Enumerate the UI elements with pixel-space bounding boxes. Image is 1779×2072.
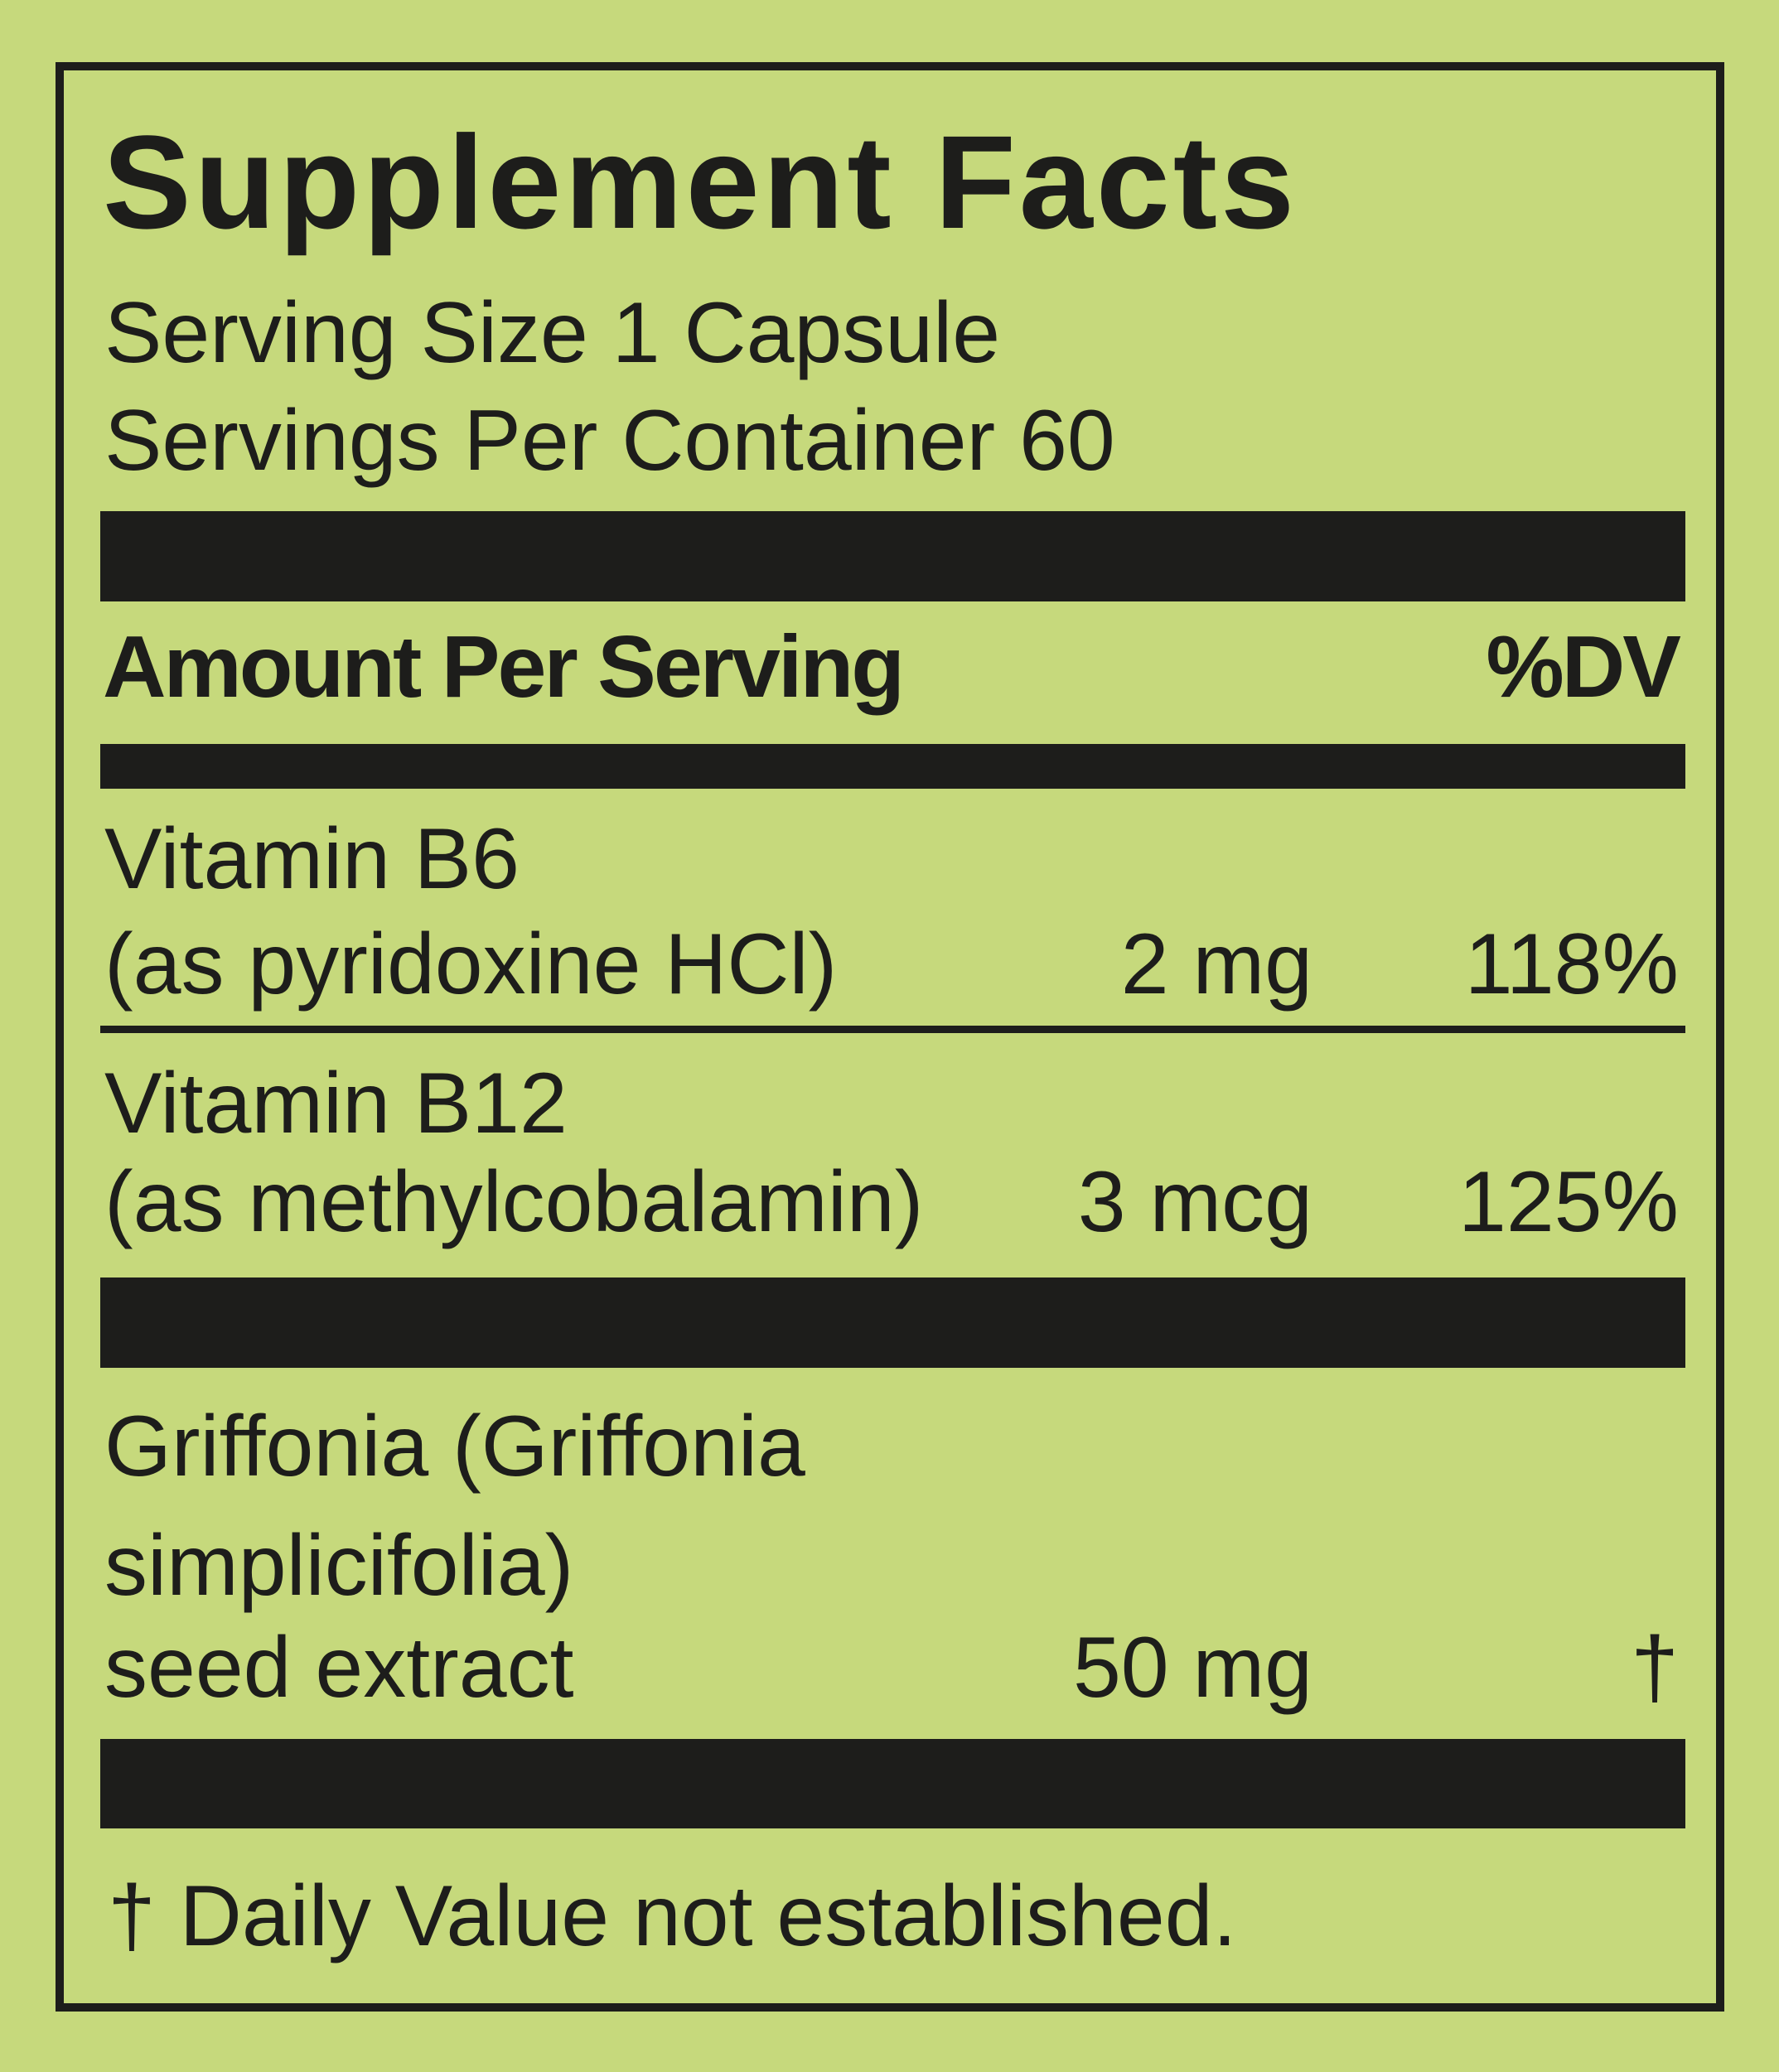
- dv-header: %DV: [1486, 618, 1681, 716]
- serving-size: Serving Size 1 Capsule: [104, 285, 1001, 381]
- nutrient-amount: 2 mg: [1120, 916, 1312, 1012]
- ingredient-name-line: seed extract: [104, 1620, 574, 1716]
- thick-divider: [100, 511, 1685, 601]
- supplement-facts-panel: [56, 62, 1724, 2012]
- ingredient-name-line: simplicifolia): [104, 1518, 574, 1614]
- ingredient-name-line: Griffonia (Griffonia: [104, 1398, 805, 1495]
- nutrient-name: Vitamin B6: [104, 811, 520, 907]
- nutrient-form: (as methylcobalamin): [104, 1154, 924, 1250]
- amount-per-serving-header: Amount Per Serving: [103, 618, 905, 716]
- footnote: † Daily Value not established.: [108, 1868, 1237, 1964]
- medium-divider: [100, 744, 1685, 789]
- thin-divider: [100, 1026, 1685, 1033]
- nutrient-form: (as pyridoxine HCl): [104, 916, 838, 1012]
- nutrient-name: Vitamin B12: [104, 1055, 568, 1152]
- nutrient-dv: 125%: [1458, 1154, 1679, 1250]
- panel-title: Supplement Facts: [103, 108, 1298, 256]
- nutrient-dv: 118%: [1464, 916, 1679, 1012]
- ingredient-amount: 50 mg: [1072, 1620, 1312, 1716]
- servings-per-container: Servings Per Container 60: [104, 393, 1115, 489]
- nutrient-amount: 3 mcg: [1077, 1154, 1312, 1250]
- ingredient-dv: †: [1631, 1620, 1679, 1716]
- thick-divider: [100, 1277, 1685, 1368]
- thick-divider: [100, 1739, 1685, 1828]
